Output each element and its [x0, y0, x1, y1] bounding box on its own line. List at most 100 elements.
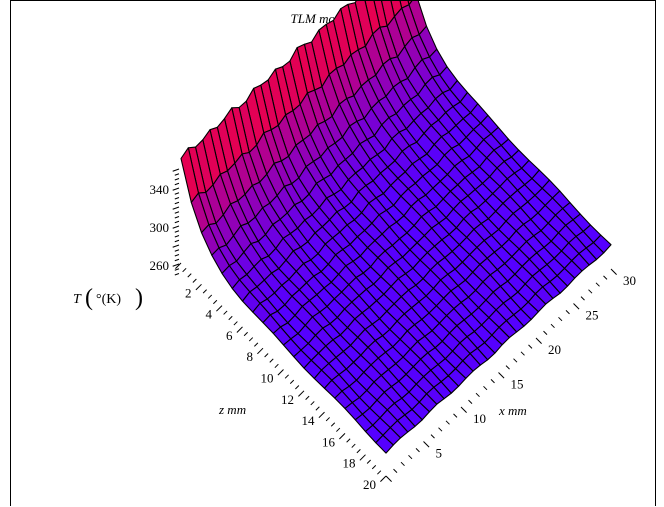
- z-axis-minor-tick: [192, 278, 197, 283]
- t-axis-minor-tick: [174, 239, 180, 243]
- t-axis-tick-label-340: 340: [150, 182, 170, 197]
- z-axis-major-tick: [298, 390, 305, 397]
- z-axis-minor-tick: [269, 358, 274, 363]
- z-axis-tick-label-6: 6: [226, 328, 233, 343]
- z-axis-major-tick: [359, 454, 366, 461]
- x-axis-minor-tick: [453, 413, 458, 418]
- z-axis-minor-tick: [248, 337, 254, 342]
- z-axis-minor-tick: [284, 374, 289, 379]
- t-axis-minor-tick: [174, 235, 180, 238]
- t-axis-major-tick: [172, 263, 180, 267]
- z-axis-minor-tick: [310, 401, 315, 406]
- x-axis-minor-tick: [415, 448, 420, 453]
- x-axis-minor-tick: [580, 296, 585, 301]
- z-axis-minor-tick: [233, 321, 238, 326]
- z-axis-major-tick: [175, 262, 182, 269]
- z-axis-minor-tick: [346, 438, 351, 443]
- t-axis-minor-tick: [174, 258, 180, 262]
- z-axis-tick-label-20: 20: [363, 477, 376, 492]
- z-axis-minor-tick: [182, 267, 187, 273]
- t-axis-minor-tick: [174, 192, 180, 195]
- x-axis-minor-tick: [558, 316, 563, 322]
- x-axis-tick-label-25: 25: [586, 308, 599, 323]
- z-axis-major-tick: [195, 283, 202, 291]
- z-axis-minor-tick: [336, 427, 341, 432]
- z-axis-minor-tick: [295, 385, 300, 390]
- z-axis-minor-tick: [264, 353, 269, 358]
- plot-frame: TLM modeling 5 10 15 20 25 30 2 4 6 8 10 12 14 16 18 20…: [10, 0, 656, 506]
- x-axis-major-tick: [423, 441, 430, 448]
- z-axis-minor-tick: [289, 379, 295, 385]
- x-axis-tick-label-20: 20: [548, 342, 561, 357]
- t-axis-minor-tick: [174, 230, 180, 233]
- x-axis-minor-tick: [550, 323, 555, 329]
- x-axis-minor-tick: [408, 454, 413, 460]
- t-axis-major-tick: [172, 244, 180, 248]
- x-axis-minor-tick: [595, 282, 600, 287]
- t-axis-minor-tick: [174, 216, 180, 219]
- t-axis-minor-tick: [174, 197, 180, 200]
- z-axis-minor-tick: [351, 443, 356, 448]
- t-axis-minor-tick: [174, 178, 180, 181]
- t-axis-minor-tick: [174, 173, 180, 176]
- t-axis-label: T ( °(K) ): [73, 285, 143, 311]
- t-axis-tick-label-300: 300: [150, 220, 170, 235]
- z-axis-minor-tick: [254, 342, 259, 347]
- x-axis-minor-tick: [588, 289, 593, 294]
- t-axis-major-tick: [172, 206, 180, 210]
- t-axis-minor-tick: [174, 220, 180, 224]
- surface-cell: [375, 434, 394, 454]
- x-axis-tick-label-10: 10: [473, 411, 486, 426]
- z-axis-major-tick: [216, 305, 223, 312]
- t-axis-minor-tick: [174, 211, 180, 214]
- x-axis-major-tick: [460, 406, 467, 413]
- x-axis-minor-tick: [393, 468, 398, 473]
- t-axis-minor-tick: [174, 268, 180, 271]
- z-axis-major-tick: [380, 475, 387, 482]
- x-axis-minor-tick: [400, 461, 405, 467]
- t-axis-minor-tick: [174, 249, 180, 252]
- t-axis-major-tick: [172, 168, 180, 172]
- x-axis-minor-tick: [430, 434, 435, 439]
- x-axis-minor-tick: [505, 365, 510, 370]
- z-axis-minor-tick: [371, 464, 377, 470]
- z-axis-tick-label-14: 14: [302, 413, 316, 428]
- z-axis-tick-label-2: 2: [185, 285, 192, 300]
- z-axis-minor-tick: [243, 331, 248, 337]
- z-axis-tick-label-8: 8: [247, 349, 254, 364]
- t-axis-minor-tick: [174, 182, 180, 186]
- x-axis-minor-tick: [528, 344, 533, 349]
- x-axis-minor-tick: [475, 392, 480, 398]
- z-axis-minor-tick: [325, 417, 330, 422]
- z-axis-minor-tick: [207, 294, 213, 299]
- x-axis-tick-label-5: 5: [436, 446, 443, 461]
- t-axis-minor-tick: [174, 254, 180, 257]
- z-axis-minor-tick: [377, 470, 382, 475]
- z-axis-major-tick: [257, 347, 264, 355]
- t-axis-tick-label-260: 260: [150, 258, 170, 273]
- z-axis-major-tick: [339, 433, 346, 440]
- surface-mesh: [180, 1, 612, 454]
- x-axis-minor-tick: [468, 399, 473, 404]
- z-axis-major-tick: [236, 326, 243, 333]
- x-axis-tick-label-30: 30: [623, 273, 636, 288]
- z-axis-minor-tick: [213, 299, 218, 305]
- z-axis-tick-label-18: 18: [343, 456, 356, 471]
- z-axis-minor-tick: [187, 273, 192, 278]
- x-axis-tick-label-15: 15: [511, 377, 524, 392]
- x-axis-minor-tick: [520, 351, 525, 356]
- x-axis-minor-tick: [513, 358, 518, 363]
- x-axis-minor-tick: [483, 385, 488, 391]
- x-axis-major-tick: [385, 475, 392, 482]
- x-axis-minor-tick: [438, 427, 443, 432]
- x-axis-minor-tick: [603, 275, 608, 280]
- z-axis-major-tick: [318, 411, 325, 419]
- z-axis-major-tick: [277, 369, 284, 376]
- t-axis-label-paren-close: ): [135, 285, 143, 311]
- z-axis-minor-tick: [330, 422, 336, 427]
- z-axis-tick-label-16: 16: [322, 434, 336, 449]
- t-axis-minor-tick: [174, 201, 180, 205]
- x-axis-minor-tick: [490, 379, 495, 384]
- t-axis-major-tick: [172, 187, 180, 191]
